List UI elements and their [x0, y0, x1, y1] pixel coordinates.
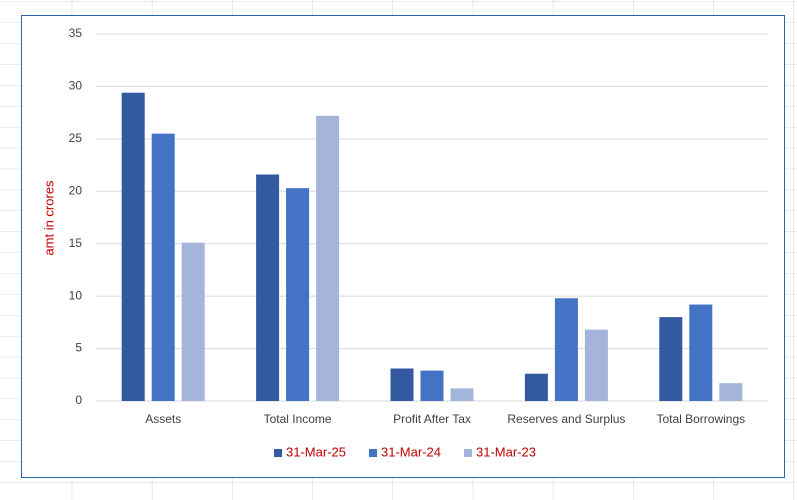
legend-label: 31-Mar-25	[286, 444, 346, 459]
y-tick-label: 25	[69, 131, 83, 145]
legend-label: 31-Mar-24	[381, 444, 441, 459]
y-tick-label: 10	[69, 288, 83, 302]
legend-swatch	[369, 449, 377, 457]
y-tick-label: 20	[69, 183, 83, 197]
x-tick-label: Reserves and Surplus	[507, 412, 625, 426]
bar	[689, 304, 713, 401]
bar	[420, 370, 444, 401]
bar	[151, 133, 175, 401]
y-tick-label: 35	[69, 26, 83, 40]
bar	[554, 298, 578, 401]
x-tick-label: Profit After Tax	[393, 412, 471, 426]
bar	[181, 242, 205, 401]
y-tick-label: 5	[75, 341, 82, 355]
bar	[256, 174, 280, 401]
legend-swatch	[464, 449, 472, 457]
y-tick-label: 15	[69, 236, 83, 250]
y-axis-title: amt in crores	[41, 180, 56, 256]
legend-swatch	[274, 449, 282, 457]
bar	[584, 329, 608, 401]
bar	[524, 373, 548, 401]
bar	[316, 115, 340, 401]
bar	[286, 188, 310, 401]
y-tick-label: 0	[75, 393, 82, 407]
x-tick-label: Total Income	[264, 412, 332, 426]
y-tick-label: 30	[69, 79, 83, 93]
bar	[450, 388, 474, 401]
bar	[390, 368, 414, 401]
legend-label: 31-Mar-23	[476, 444, 536, 459]
bar	[121, 92, 145, 401]
bar	[659, 317, 683, 401]
x-tick-label: Total Borrowings	[656, 412, 745, 426]
x-tick-label: Assets	[145, 412, 181, 426]
bar	[719, 383, 743, 401]
